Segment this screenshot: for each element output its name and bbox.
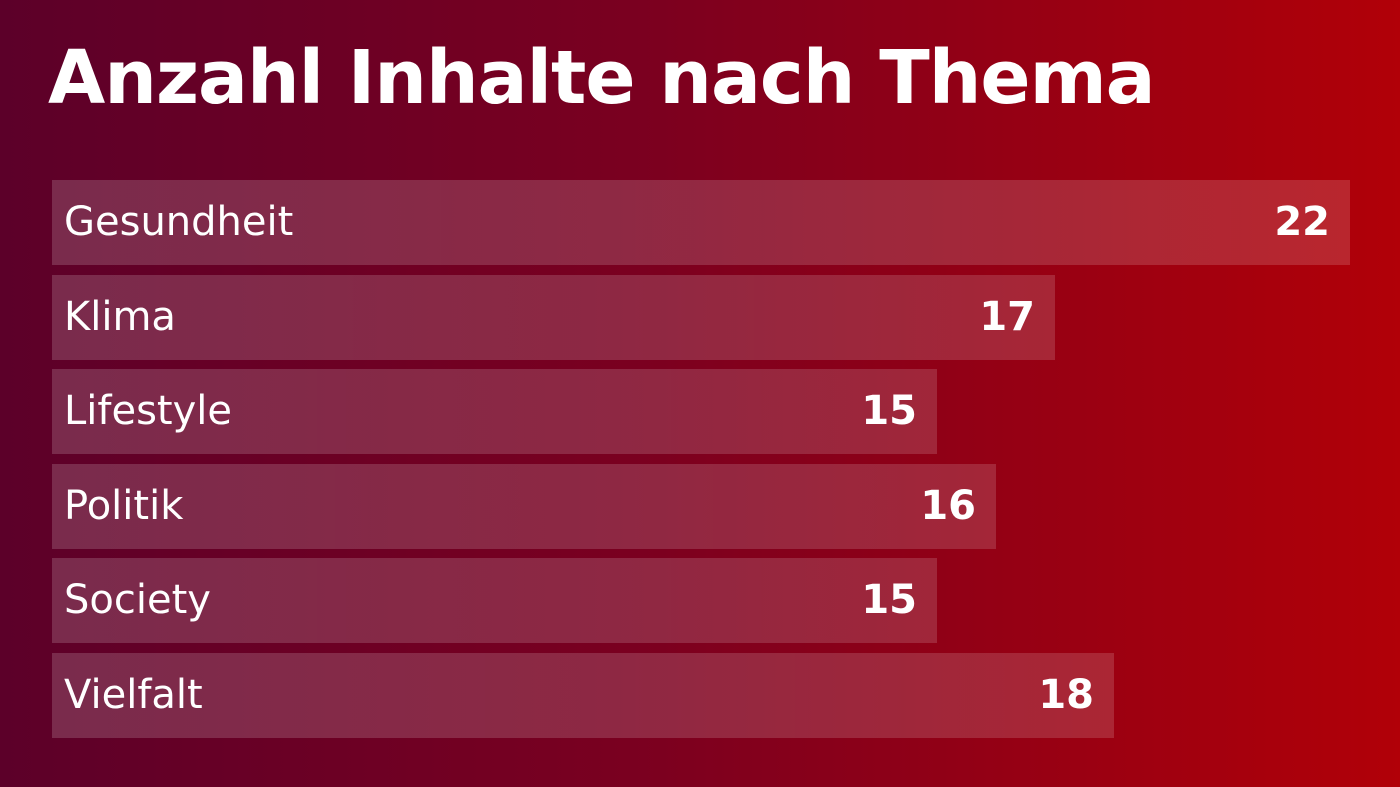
bar (52, 464, 996, 549)
bar (52, 180, 1350, 265)
bar-row: Politik 16 (52, 464, 996, 549)
bar-row: Lifestyle 15 (52, 369, 937, 454)
bar-value-label: 17 (979, 294, 1035, 340)
bar-category-label: Gesundheit (64, 199, 294, 245)
bar (52, 558, 937, 643)
bar (52, 653, 1114, 738)
bar-value-label: 18 (1038, 672, 1094, 718)
bar-category-label: Politik (64, 483, 184, 529)
bar-category-label: Vielfalt (64, 672, 203, 718)
bar-value-label: 22 (1274, 199, 1330, 245)
bar-value-label: 15 (861, 388, 917, 434)
bar-row: Society 15 (52, 558, 937, 643)
bar-category-label: Klima (64, 294, 176, 340)
bar-row: Klima 17 (52, 275, 1055, 360)
bar (52, 369, 937, 454)
bar (52, 275, 1055, 360)
bar-category-label: Society (64, 577, 211, 623)
bar-value-label: 16 (920, 483, 976, 529)
bar-row: Gesundheit 22 (52, 180, 1350, 265)
bar-row: Vielfalt 18 (52, 653, 1114, 738)
bar-chart: Gesundheit 22 Klima 17 Lifestyle 15 Politik 16 S… (52, 180, 1350, 740)
bar-category-label: Lifestyle (64, 388, 233, 434)
bar-value-label: 15 (861, 577, 917, 623)
chart-title: Anzahl Inhalte nach Thema (48, 35, 1156, 121)
